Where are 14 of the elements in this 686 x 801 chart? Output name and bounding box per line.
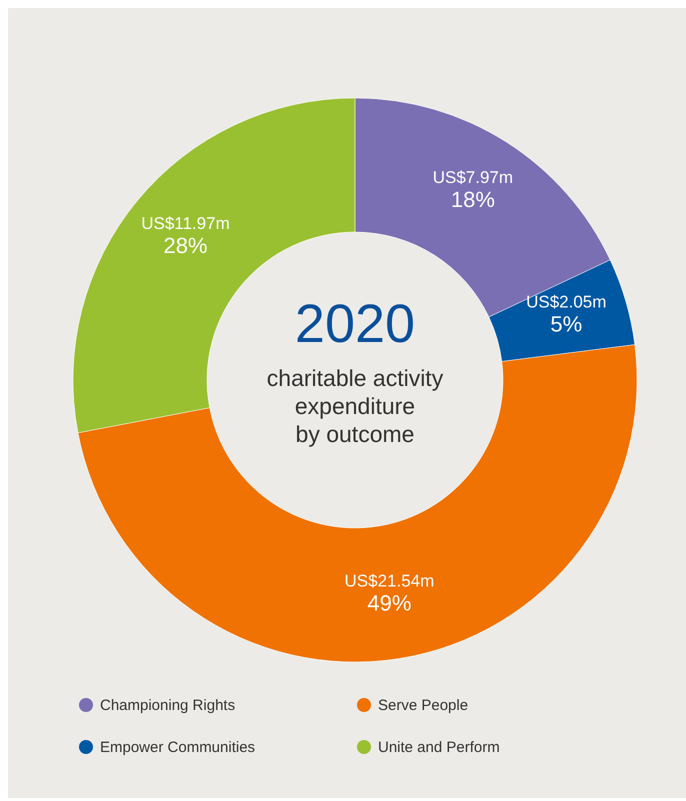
text: 2020 [294, 294, 416, 354]
data-label: 28% [163, 232, 208, 258]
legend-label: Serve People [378, 697, 468, 714]
text: US$11.97m [141, 214, 230, 233]
text: charitable activity expenditure by outcome [266, 365, 444, 447]
text: US$2.05m [526, 292, 606, 312]
legend-label: Empower Communities [100, 739, 256, 756]
data-label: 49% [367, 590, 412, 616]
data-label: 5% [550, 312, 582, 337]
text: US$21.54m [344, 571, 434, 590]
legend-label: Championing Rights [100, 697, 236, 714]
text: US$7.97m [432, 168, 514, 188]
data-label: 18% [450, 187, 495, 212]
legend-label: Unite and Perform [378, 739, 500, 756]
